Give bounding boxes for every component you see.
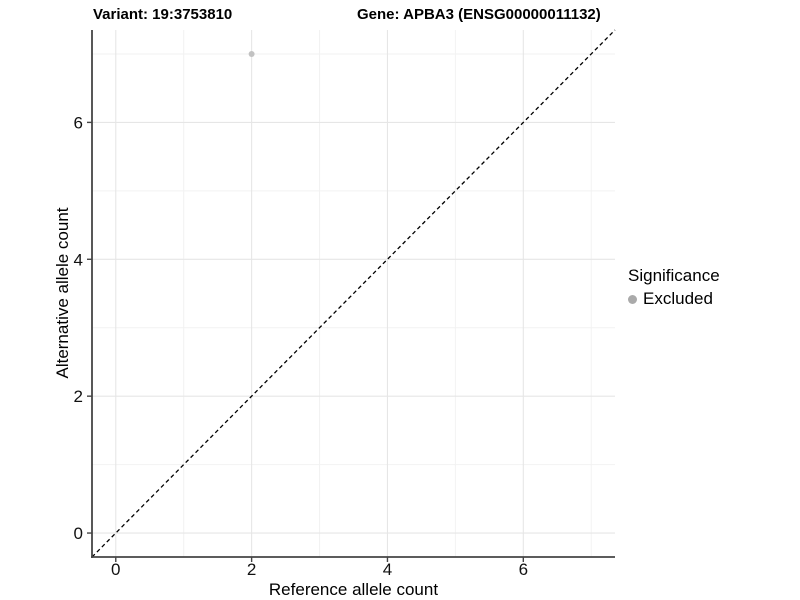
legend-item-label: Excluded <box>643 289 713 308</box>
x-tick-label: 6 <box>519 560 528 579</box>
data-point <box>248 50 255 57</box>
variant-title: Variant: 19:3753810 <box>93 6 233 23</box>
y-tick-label: 6 <box>74 113 83 132</box>
identity-dashed-line <box>91 29 616 558</box>
y-tick-label: 2 <box>74 387 83 406</box>
y-tick-label: 4 <box>74 250 83 269</box>
y-tick-label: 0 <box>74 524 83 543</box>
y-axis-title: Alternative allele count <box>53 207 72 379</box>
gene-title: Gene: APBA3 (ENSG00000011132) <box>357 6 601 23</box>
x-tick-label: 2 <box>247 560 256 579</box>
legend: Significance Excluded <box>628 266 720 309</box>
legend-title: Significance <box>628 266 720 285</box>
legend-point-icon <box>628 294 637 304</box>
x-axis-title: Reference allele count <box>268 580 439 599</box>
x-tick-label: 4 <box>383 560 392 579</box>
x-tick-label: 0 <box>111 560 120 579</box>
legend-item-excluded: Excluded <box>628 289 720 309</box>
